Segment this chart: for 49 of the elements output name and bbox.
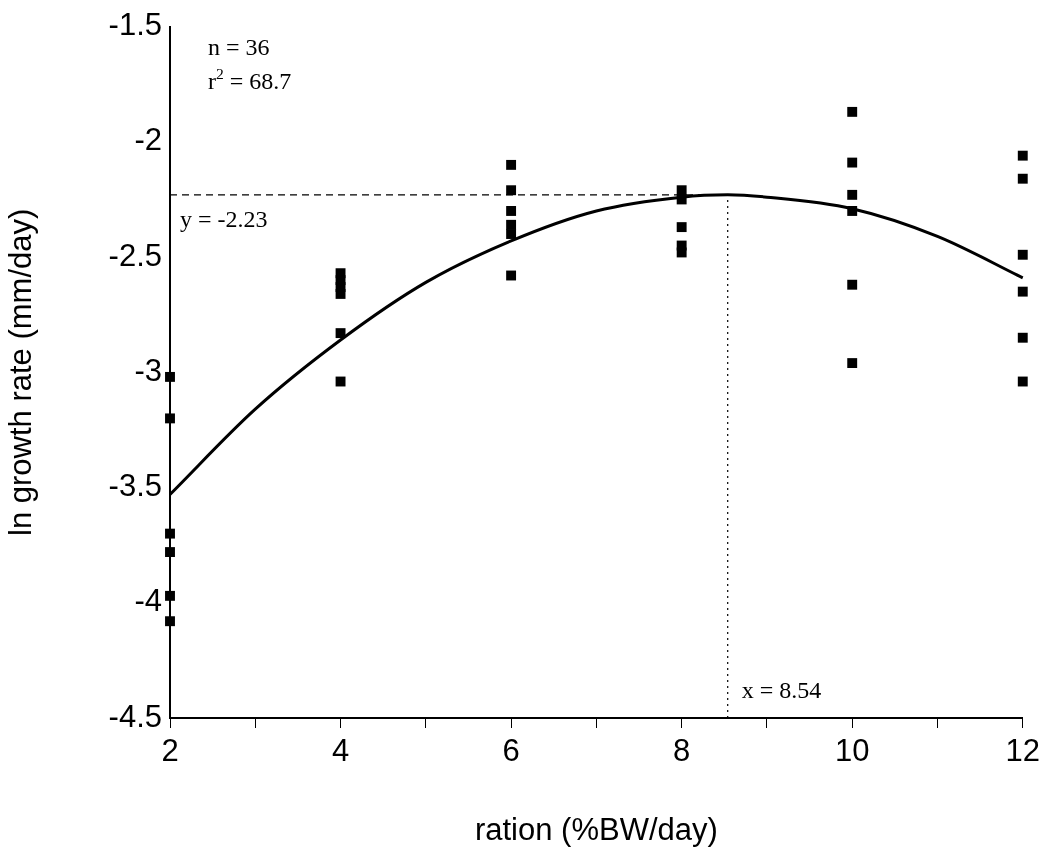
point (1017, 249, 1028, 260)
x-tick-label: 8 (673, 733, 691, 769)
point (165, 547, 175, 558)
point (847, 358, 858, 369)
point (847, 106, 858, 117)
y-tick-label: -2.5 (108, 237, 162, 273)
x-axis-title: ration (%BW/day) (474, 811, 718, 847)
point (1017, 286, 1028, 297)
point (506, 270, 517, 281)
x-tick-label: 10 (834, 733, 870, 769)
point (335, 328, 346, 339)
point (676, 185, 687, 196)
point (165, 413, 175, 424)
point (165, 371, 175, 382)
y-tick-label: -2 (134, 122, 162, 158)
x-tick-label: 12 (1005, 733, 1040, 769)
annotation: n = 36 (208, 33, 270, 60)
y-tick-label: -4.5 (108, 698, 162, 734)
y-tick-label: -3.5 (108, 468, 162, 504)
point (1017, 150, 1028, 161)
point (506, 229, 517, 239)
point (335, 288, 346, 299)
x-tick-label: 2 (161, 733, 179, 769)
y-tick-label: -4 (134, 583, 162, 619)
point (847, 189, 858, 200)
point (165, 616, 175, 627)
point (676, 194, 687, 205)
point (506, 159, 517, 170)
point (847, 279, 858, 290)
x-tick-label: 6 (502, 733, 520, 769)
point (165, 528, 175, 539)
point (506, 206, 517, 216)
ref-line-label: y = -2.23 (180, 205, 268, 232)
point (1017, 173, 1028, 184)
x-tick-label: 4 (331, 733, 350, 769)
point (506, 185, 517, 196)
y-tick-label: -1.5 (108, 7, 162, 43)
y-axis-title: ln growth rate (mm/day) (3, 208, 39, 536)
point (676, 247, 687, 258)
ref-line-label: x = 8.54 (741, 677, 822, 703)
point (1017, 332, 1028, 343)
point (506, 219, 517, 230)
point (1017, 376, 1028, 387)
point (847, 157, 858, 168)
point (847, 206, 858, 216)
point (165, 590, 175, 601)
point (335, 376, 346, 387)
point (676, 222, 687, 233)
y-tick-label: -3 (134, 352, 162, 388)
